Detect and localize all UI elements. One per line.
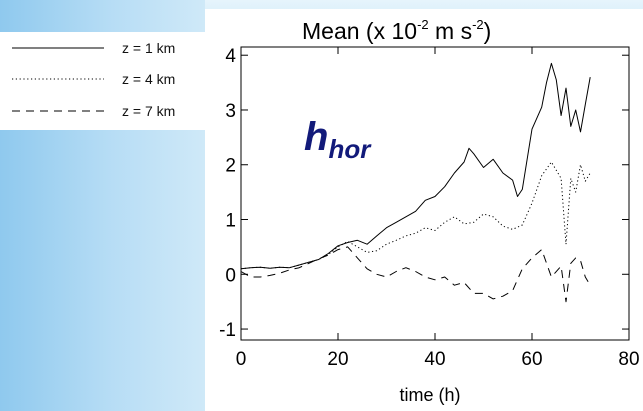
x-axis-label: time (h) — [399, 385, 460, 405]
x-tick-label: 0 — [236, 349, 247, 370]
plot-frame — [240, 46, 630, 341]
data-lines — [240, 62, 591, 303]
annotation-main: h — [304, 115, 328, 159]
y-tick-label: 3 — [225, 101, 236, 122]
annotation-sub: hor — [328, 134, 372, 164]
series-line-3 — [240, 246, 591, 303]
y-tick-label: 4 — [225, 46, 236, 67]
plot-panel — [205, 9, 643, 411]
y-tick-labels: -1 0 1 2 3 4 — [219, 46, 236, 341]
y-tick-label: 1 — [225, 211, 236, 232]
legend-label-2: z = 4 km — [122, 71, 175, 87]
x-tick-labels: 0 20 40 60 80 — [236, 349, 640, 370]
series-line-1 — [240, 62, 591, 270]
y-tick-label: -1 — [219, 320, 236, 341]
legend-label-1: z = 1 km — [122, 40, 175, 56]
x-tick-label: 20 — [327, 349, 348, 370]
annotation-label: hhor — [304, 115, 372, 164]
y-tick-label: 2 — [225, 156, 236, 177]
y-tick-label: 0 — [225, 265, 236, 286]
x-tick-label: 80 — [618, 349, 639, 370]
x-tick-label: 40 — [424, 349, 445, 370]
x-tick-label: 60 — [521, 349, 542, 370]
legend: z = 1 km z = 4 km z = 7 km — [12, 40, 175, 119]
axis-ticks — [240, 47, 630, 340]
series-line-2 — [240, 161, 591, 270]
legend-label-3: z = 7 km — [122, 103, 175, 119]
chart-title: Mean (x 10-2 m s-2) — [302, 17, 491, 44]
